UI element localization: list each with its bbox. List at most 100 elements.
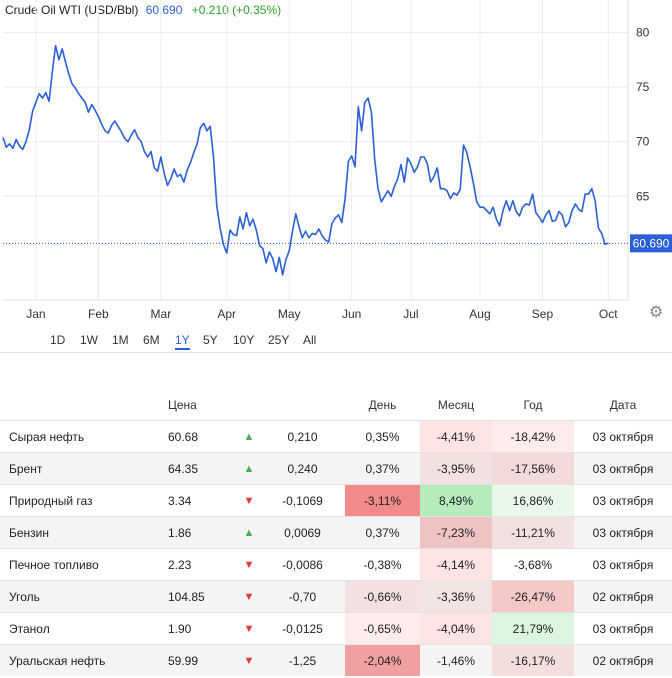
x-tick-label: Apr xyxy=(217,307,236,321)
column-header xyxy=(260,389,345,421)
year-change-cell: 16,86% xyxy=(492,484,574,517)
range-1d[interactable]: 1D xyxy=(50,333,66,347)
price-cell: 1.86 xyxy=(168,516,238,549)
day-change-cell: 0,37% xyxy=(345,452,420,485)
range-10y[interactable]: 10Y xyxy=(233,333,255,347)
month-change-cell: 8,49% xyxy=(420,484,492,517)
table-row[interactable]: Печное топливо 2.23 ▼ -0,0086 -0,38% -4,14% -3… xyxy=(0,548,672,581)
year-change-cell: -3,68% xyxy=(492,548,574,581)
price-chart[interactable]: 80 75 70 65 Jan Feb Mar Apr May Jun Jul Aug Sep Oct 60… xyxy=(0,0,672,325)
column-header[interactable]: Год xyxy=(492,389,574,421)
price-series-line xyxy=(2,44,609,276)
price-change: +0.210 (+0.35%) xyxy=(191,3,282,17)
table-row[interactable]: Природный газ 3.34 ▼ -0,1069 -3,11% 8,49% 16,8… xyxy=(0,484,672,517)
column-header xyxy=(0,389,168,421)
y-tick-label: 80 xyxy=(636,26,650,40)
arrow-down-icon: ▼ xyxy=(238,644,260,676)
commodity-name[interactable]: Брент xyxy=(0,452,168,485)
date-cell: 02 октября xyxy=(574,644,672,676)
range-1y[interactable]: 1Y xyxy=(175,333,190,350)
month-change-cell: -4,41% xyxy=(420,420,492,453)
table-row[interactable]: Брент 64.35 ▲ 0,240 0,37% -3,95% -17,56% 03 окт… xyxy=(0,452,672,485)
month-change-cell: -4,14% xyxy=(420,548,492,581)
year-change-cell: -17,56% xyxy=(492,452,574,485)
table-header-row: Цена День Месяц Год Дата xyxy=(0,389,672,421)
range-1w[interactable]: 1W xyxy=(80,333,98,347)
x-tick-label: Mar xyxy=(151,307,172,321)
month-change-cell: -4,04% xyxy=(420,612,492,645)
change-cell: 0,210 xyxy=(260,420,345,453)
x-tick-label: Jan xyxy=(26,307,45,321)
column-header[interactable]: День xyxy=(345,389,420,421)
x-tick-label: Sep xyxy=(532,307,554,321)
range-25y[interactable]: 25Y xyxy=(268,333,290,347)
month-change-cell: -3,95% xyxy=(420,452,492,485)
table-row[interactable]: Уральская нефть 59.99 ▼ -1,25 -2,04% -1,46% -1… xyxy=(0,644,672,676)
table-row[interactable]: Бензин 1.86 ▲ 0,0069 0,37% -7,23% -11,21% 03 ок… xyxy=(0,516,672,549)
arrow-up-icon: ▲ xyxy=(238,516,260,549)
year-change-cell: -11,21% xyxy=(492,516,574,549)
month-change-cell: -3,36% xyxy=(420,580,492,613)
date-cell: 02 октября xyxy=(574,580,672,613)
y-tick-label: 65 xyxy=(636,189,650,203)
date-cell: 03 октября xyxy=(574,516,672,549)
price-cell: 104.85 xyxy=(168,580,238,613)
x-tick-label: Jul xyxy=(403,307,418,321)
range-selector: 1D 1W 1M 6M 1Y 5Y 10Y 25Y All xyxy=(0,330,672,353)
x-tick-label: Feb xyxy=(88,307,109,321)
price-cell: 64.35 xyxy=(168,452,238,485)
commodities-table: Цена День Месяц Год Дата Сырая нефть 60.68 ▲ 0,… xyxy=(0,389,672,676)
settings-icon[interactable]: ⚙ xyxy=(648,304,664,321)
arrow-down-icon: ▼ xyxy=(238,548,260,581)
range-6m[interactable]: 6M xyxy=(143,333,160,347)
range-1m[interactable]: 1M xyxy=(112,333,129,347)
commodity-name[interactable]: Уголь xyxy=(0,580,168,613)
change-cell: 0,0069 xyxy=(260,516,345,549)
day-change-cell: -0,66% xyxy=(345,580,420,613)
range-5y[interactable]: 5Y xyxy=(203,333,218,347)
year-change-cell: 21,79% xyxy=(492,612,574,645)
commodity-name[interactable]: Природный газ xyxy=(0,484,168,517)
month-change-cell: -1,46% xyxy=(420,644,492,676)
y-tick-label: 70 xyxy=(636,135,650,149)
arrow-up-icon: ▲ xyxy=(238,420,260,453)
year-change-cell: -26,47% xyxy=(492,580,574,613)
price-cell: 1.90 xyxy=(168,612,238,645)
change-cell: -1,25 xyxy=(260,644,345,676)
table-row[interactable]: Сырая нефть 60.68 ▲ 0,210 0,35% -4,41% -18,42%… xyxy=(0,420,672,453)
commodity-name[interactable]: Сырая нефть xyxy=(0,420,168,453)
change-cell: -0,1069 xyxy=(260,484,345,517)
day-change-cell: 0,35% xyxy=(345,420,420,453)
x-tick-label: May xyxy=(278,307,301,321)
x-tick-label: Oct xyxy=(599,307,618,321)
column-header xyxy=(238,389,260,421)
date-cell: 03 октября xyxy=(574,548,672,581)
day-change-cell: -2,04% xyxy=(345,644,420,676)
column-header[interactable]: Дата xyxy=(574,389,672,421)
commodity-name[interactable]: Уральская нефть xyxy=(0,644,168,676)
last-price-badge xyxy=(630,234,672,253)
instrument-name: Crude Oil WTI (USD/Bbl) xyxy=(5,3,139,17)
day-change-cell: 0,37% xyxy=(345,516,420,549)
column-header[interactable]: Цена xyxy=(168,389,238,421)
arrow-up-icon: ▲ xyxy=(238,452,260,485)
last-price: 60.690 xyxy=(145,3,183,17)
price-cell: 2.23 xyxy=(168,548,238,581)
column-header[interactable]: Месяц xyxy=(420,389,492,421)
chart-header: Crude Oil WTI (USD/Bbl) 60.690 +0.210 (+… xyxy=(5,3,281,17)
table-row[interactable]: Этанол 1.90 ▼ -0,0125 -0,65% -4,04% 21,79% 03 о… xyxy=(0,612,672,645)
date-cell: 03 октября xyxy=(574,420,672,453)
table-row[interactable]: Уголь 104.85 ▼ -0,70 -0,66% -3,36% -26,47% 02 о… xyxy=(0,580,672,613)
range-all[interactable]: All xyxy=(303,333,317,347)
date-cell: 03 октября xyxy=(574,612,672,645)
date-cell: 03 октября xyxy=(574,484,672,517)
commodity-name[interactable]: Бензин xyxy=(0,516,168,549)
date-cell: 03 октября xyxy=(574,452,672,485)
arrow-down-icon: ▼ xyxy=(238,612,260,645)
commodity-name[interactable]: Печное топливо xyxy=(0,548,168,581)
arrow-down-icon: ▼ xyxy=(238,580,260,613)
price-cell: 60.68 xyxy=(168,420,238,453)
commodity-name[interactable]: Этанол xyxy=(0,612,168,645)
y-tick-label: 75 xyxy=(636,80,650,94)
change-cell: 0,240 xyxy=(260,452,345,485)
